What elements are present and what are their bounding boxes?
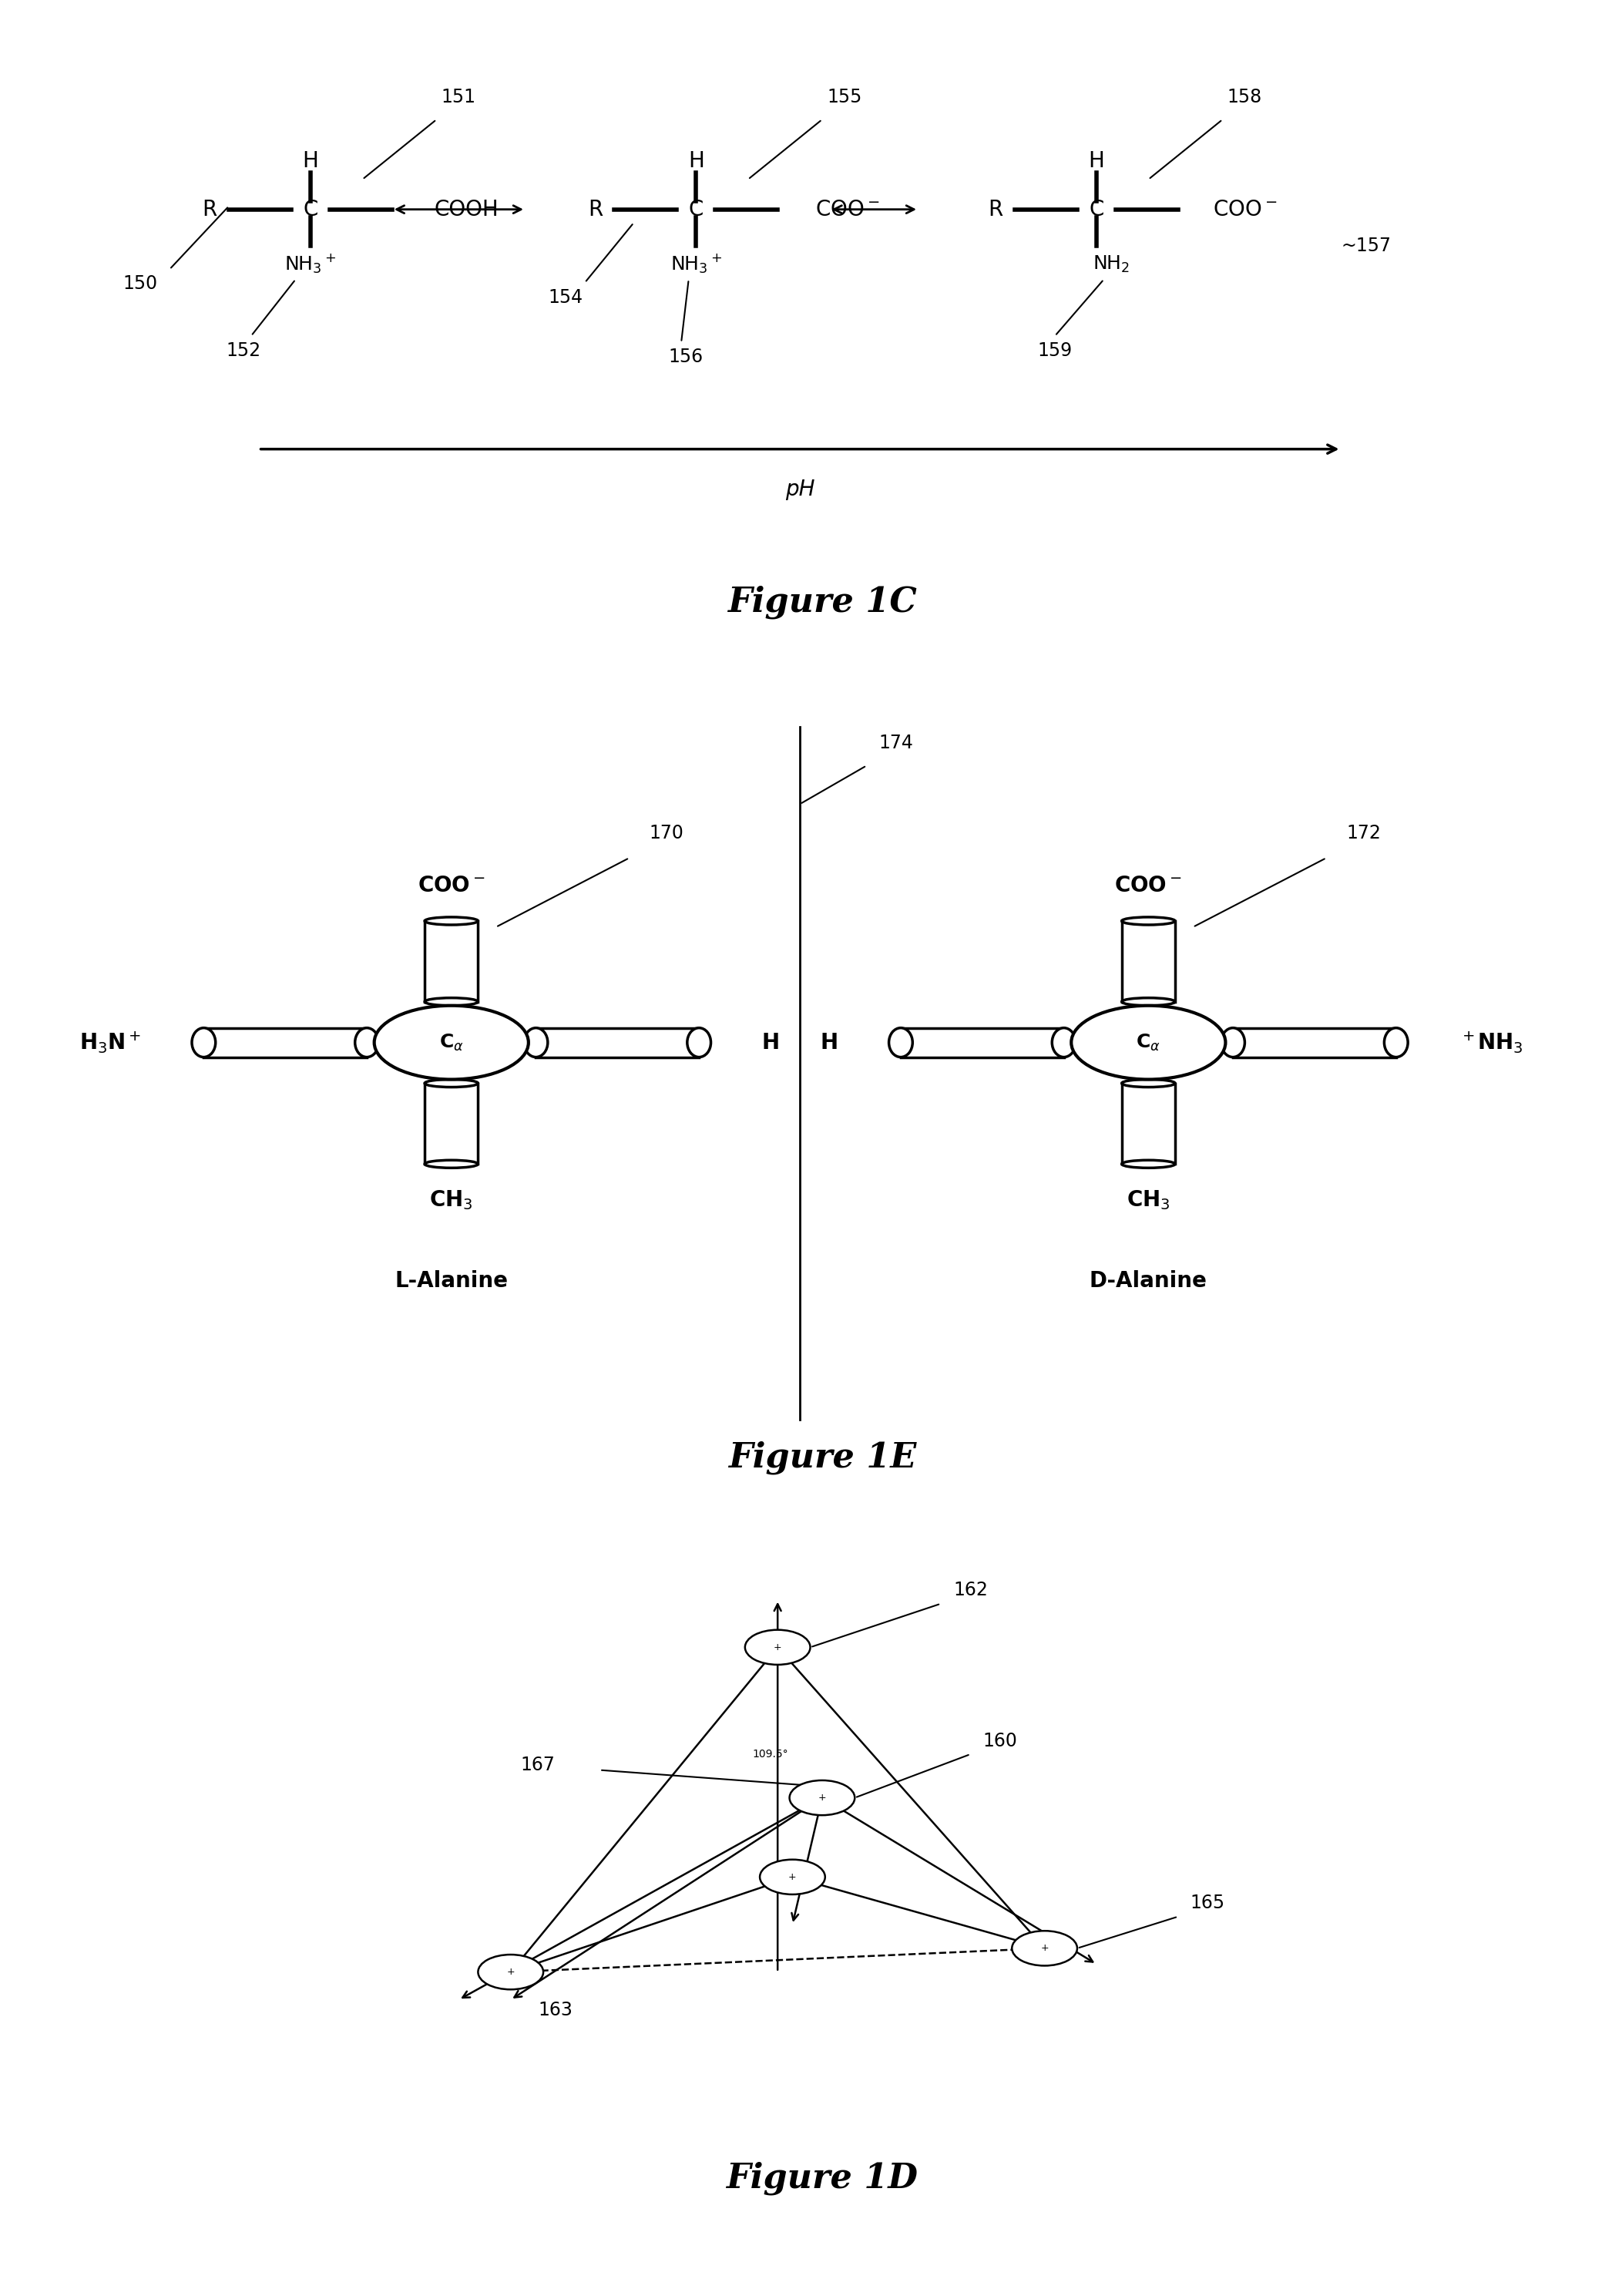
Text: R: R [202, 200, 218, 220]
Ellipse shape [374, 1006, 529, 1079]
Ellipse shape [888, 1029, 912, 1056]
Text: 150: 150 [123, 276, 158, 294]
Text: D-Alanine: D-Alanine [1090, 1270, 1207, 1293]
Text: C: C [688, 200, 703, 220]
Text: CH$_3$: CH$_3$ [1127, 1189, 1170, 1212]
Text: COO$^-$: COO$^-$ [418, 875, 485, 895]
Circle shape [1012, 1931, 1077, 1965]
Text: +: + [817, 1793, 827, 1802]
Text: 163: 163 [538, 2000, 572, 2020]
Text: L-Alanine: L-Alanine [395, 1270, 508, 1293]
Ellipse shape [687, 1029, 711, 1056]
Ellipse shape [424, 916, 479, 925]
Text: H: H [688, 152, 704, 172]
Text: C$_\alpha$: C$_\alpha$ [438, 1033, 464, 1052]
Ellipse shape [355, 1029, 379, 1056]
Text: +: + [506, 1968, 514, 1977]
Text: 158: 158 [1227, 87, 1262, 106]
Ellipse shape [192, 1029, 216, 1056]
Text: 160: 160 [983, 1731, 1017, 1750]
Text: NH$_3$$^+$: NH$_3$$^+$ [285, 253, 337, 276]
Text: COO$^-$: COO$^-$ [1114, 875, 1182, 895]
Circle shape [479, 1954, 543, 1988]
Text: $^+$NH$_3$: $^+$NH$_3$ [1459, 1031, 1523, 1056]
Text: Figure 1C: Figure 1C [727, 585, 917, 620]
Text: +: + [1040, 1942, 1049, 1954]
Circle shape [759, 1860, 825, 1894]
Ellipse shape [1053, 1029, 1075, 1056]
Text: NH$_3$$^+$: NH$_3$$^+$ [671, 253, 722, 276]
Ellipse shape [1122, 1079, 1175, 1086]
Text: 172: 172 [1346, 824, 1381, 843]
Text: H$_3$N$^+$: H$_3$N$^+$ [79, 1031, 142, 1056]
Text: 151: 151 [442, 87, 476, 106]
Text: ~157: ~157 [1341, 236, 1391, 255]
Circle shape [790, 1779, 854, 1816]
Text: H: H [821, 1031, 838, 1054]
Ellipse shape [1122, 999, 1175, 1006]
Text: H: H [761, 1031, 779, 1054]
Text: 155: 155 [827, 87, 862, 106]
Text: C: C [303, 200, 318, 220]
Text: 154: 154 [548, 287, 584, 305]
Text: 152: 152 [226, 342, 261, 360]
Text: 165: 165 [1190, 1894, 1225, 1913]
Text: 159: 159 [1038, 342, 1072, 360]
Text: 174: 174 [879, 735, 914, 753]
Text: COO$^-$: COO$^-$ [816, 200, 880, 220]
Text: pH: pH [785, 478, 814, 501]
Text: +: + [788, 1871, 796, 1883]
Text: COO$^-$: COO$^-$ [1212, 200, 1277, 220]
Text: C: C [1090, 200, 1104, 220]
Ellipse shape [424, 999, 479, 1006]
Text: COOH: COOH [434, 200, 498, 220]
Text: 170: 170 [650, 824, 683, 843]
Ellipse shape [1385, 1029, 1407, 1056]
Text: 156: 156 [669, 349, 703, 367]
Ellipse shape [424, 1159, 479, 1169]
Text: Figure 1D: Figure 1D [725, 2161, 919, 2195]
Text: R: R [588, 200, 603, 220]
Text: NH$_2$: NH$_2$ [1093, 255, 1130, 273]
Text: +: + [774, 1642, 782, 1653]
Text: R: R [988, 200, 1003, 220]
Ellipse shape [1122, 916, 1175, 925]
Ellipse shape [1220, 1029, 1244, 1056]
Ellipse shape [524, 1029, 548, 1056]
Text: H: H [303, 152, 319, 172]
Text: 162: 162 [953, 1582, 988, 1600]
Text: 167: 167 [521, 1756, 555, 1775]
Ellipse shape [1122, 1159, 1175, 1169]
Ellipse shape [424, 1079, 479, 1086]
Text: C$_\alpha$: C$_\alpha$ [1136, 1033, 1161, 1052]
Text: CH$_3$: CH$_3$ [429, 1189, 474, 1212]
Circle shape [745, 1630, 811, 1665]
Text: Figure 1E: Figure 1E [729, 1442, 916, 1474]
Text: 109.5°: 109.5° [753, 1750, 788, 1759]
Text: H: H [1088, 152, 1104, 172]
Ellipse shape [1072, 1006, 1225, 1079]
